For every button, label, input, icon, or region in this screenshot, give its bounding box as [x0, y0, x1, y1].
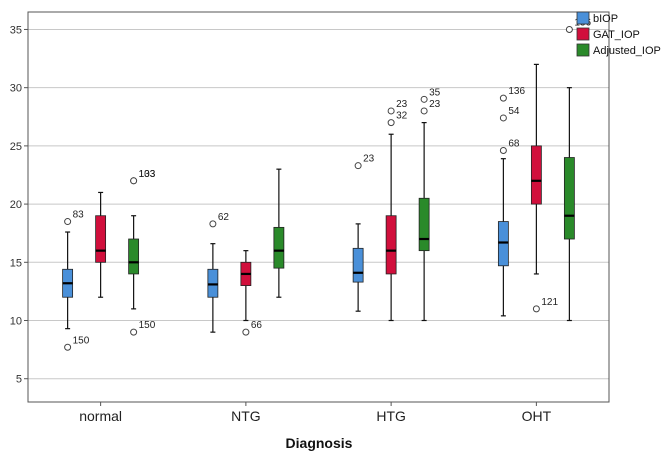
- outlier-label: 103: [139, 169, 156, 180]
- x-tick-label: HTG: [376, 408, 406, 424]
- box-iqr: [563, 157, 575, 240]
- outlier-point: [354, 162, 362, 170]
- x-tick-label: NTG: [231, 408, 261, 424]
- box-GAT_IOP-OHT: 121: [530, 63, 558, 313]
- outlier-label: 35: [429, 87, 441, 98]
- outlier-point: [532, 305, 540, 313]
- y-tick-label: 30: [10, 83, 22, 95]
- outlier-label: 150: [139, 320, 156, 331]
- box-bIOP-OHT: 136 54 68: [497, 86, 525, 317]
- legend-label-bIOP: bIOP: [593, 13, 618, 25]
- outlier-point: [499, 114, 507, 122]
- box-iqr: [95, 215, 107, 263]
- outlier-point: [420, 95, 428, 103]
- outlier-label: 136: [508, 86, 525, 97]
- outlier-label: 68: [508, 139, 520, 150]
- legend-swatch-Adjusted_IOP: [576, 43, 590, 57]
- outlier-label: 54: [508, 106, 520, 117]
- y-axis: 5 10 15 20 25 30 35: [10, 24, 28, 386]
- outlier-point: [420, 107, 428, 115]
- legend-label-GAT_IOP: GAT_IOP: [593, 29, 640, 41]
- box-iqr: [418, 197, 430, 252]
- box-bIOP-NTG: 62: [207, 212, 230, 333]
- box-bIOP-normal: 83 150: [62, 210, 90, 351]
- box-iqr: [530, 145, 542, 205]
- box-GAT_IOP-normal: [95, 191, 107, 298]
- outlier-point: [387, 119, 395, 127]
- outlier-label: 23: [429, 99, 441, 110]
- y-tick-label: 5: [16, 374, 22, 386]
- outlier-point: [64, 343, 72, 351]
- x-tick-label: OHT: [522, 408, 552, 424]
- outlier-point: [499, 94, 507, 102]
- box-bIOP-HTG: 23: [352, 154, 375, 312]
- outlier-point: [64, 218, 72, 226]
- y-tick-label: 20: [10, 199, 22, 211]
- box-iqr: [128, 238, 140, 275]
- x-axis-title: Diagnosis: [286, 435, 353, 451]
- grid-lines: [28, 28, 609, 380]
- outlier-label: 83: [73, 210, 85, 221]
- box-iqr: [207, 268, 219, 298]
- outlier-label: 66: [251, 320, 263, 331]
- y-tick-label: 15: [10, 257, 22, 269]
- box-Adjusted_IOP-OHT: 136: [563, 17, 591, 322]
- y-tick-label: 25: [10, 141, 22, 153]
- plot-frame: [27, 11, 610, 403]
- y-tick-label: 10: [10, 316, 22, 328]
- legend-label-Adjusted_IOP: Adjusted_IOP: [593, 45, 661, 57]
- outlier-point: [209, 220, 217, 228]
- outlier-label: 133: [139, 169, 156, 180]
- box-iqr: [352, 247, 364, 283]
- outlier-point: [387, 107, 395, 115]
- box-series: 8315062231365468662332121103133150352313…: [62, 17, 591, 351]
- outlier-point: [565, 25, 573, 33]
- outlier-label: 121: [541, 297, 558, 308]
- outlier-label: 32: [396, 111, 408, 122]
- box-Adjusted_IOP-NTG: [273, 168, 285, 298]
- x-tick-label: normal: [79, 408, 122, 424]
- outlier-label: 150: [73, 335, 90, 346]
- outlier-point: [130, 177, 138, 185]
- box-iqr: [497, 221, 509, 267]
- x-axis: normal NTG HTG OHT: [79, 402, 552, 424]
- y-tick-label: 35: [10, 24, 22, 36]
- outlier-point: [130, 328, 138, 336]
- outlier-point: [499, 147, 507, 155]
- box-iqr: [273, 226, 285, 269]
- legend-swatch-bIOP: [576, 11, 590, 25]
- legend: bIOP GAT_IOP Adjusted_IOP: [576, 11, 661, 57]
- outlier-label: 23: [396, 99, 408, 110]
- legend-swatch-GAT_IOP: [576, 27, 590, 41]
- outlier-label: 23: [363, 154, 375, 165]
- outlier-label: 62: [218, 212, 230, 223]
- box-iqr: [385, 215, 397, 275]
- box-GAT_IOP-NTG: 66: [240, 250, 263, 336]
- outlier-point: [242, 328, 250, 336]
